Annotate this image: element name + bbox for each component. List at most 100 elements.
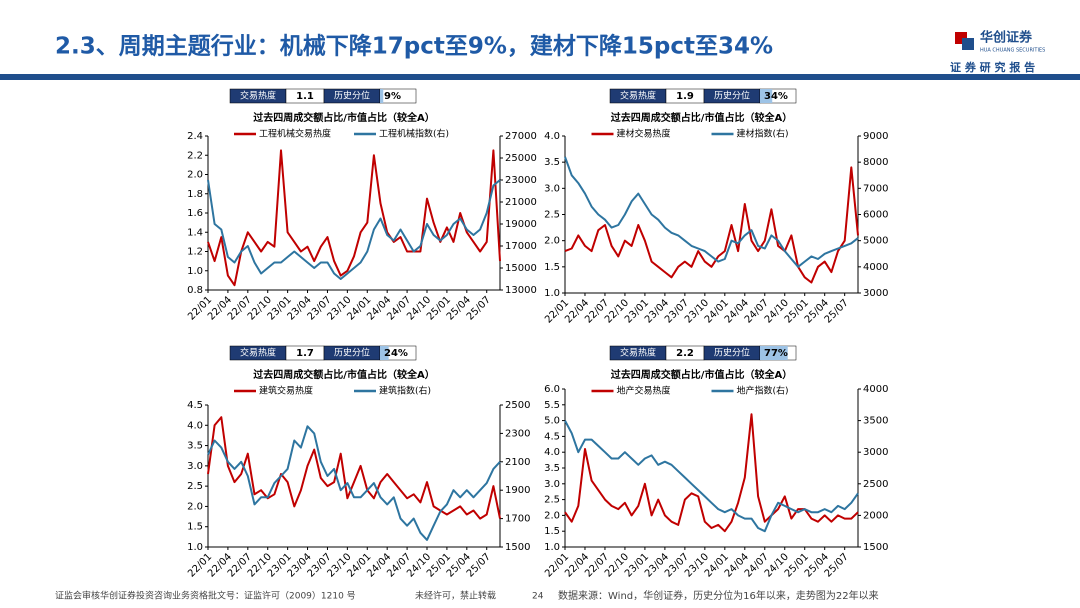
series-line <box>564 420 859 533</box>
badge-label: 历史分位 <box>334 347 370 359</box>
legend-label: 工程机械指数(右) <box>379 128 449 140</box>
legend-label: 建筑交易热度 <box>259 385 313 397</box>
y-tick-label: 3.0 <box>544 183 560 194</box>
y-tick-label: 5.0 <box>544 416 560 427</box>
y-tick-label: 1.0 <box>544 542 560 553</box>
y-tick-label: 1.8 <box>187 189 203 200</box>
y2-tick-label: 1900 <box>505 485 530 496</box>
y2-tick-label: 2100 <box>505 457 530 468</box>
y-tick-label: 1.4 <box>187 227 203 238</box>
y2-tick-label: 3500 <box>863 416 888 427</box>
y2-tick-label: 2000 <box>863 510 888 521</box>
y-tick-label: 2.0 <box>544 510 560 521</box>
legend-label: 地产交易热度 <box>617 385 671 397</box>
y-tick-label: 3.0 <box>544 479 560 490</box>
y2-tick-label: 3000 <box>863 447 888 458</box>
y2-tick-label: 27000 <box>505 131 537 142</box>
slide-title: 2.3、周期主题行业：机械下降17pct至9%，建材下降15pct至34% <box>55 33 773 60</box>
y2-tick-label: 1500 <box>863 542 888 553</box>
y-tick-label: 6.0 <box>544 384 560 395</box>
badge-value: 24% <box>384 348 408 359</box>
badge-value: 77% <box>764 348 788 359</box>
badge-label: 历史分位 <box>714 90 750 102</box>
y2-tick-label: 25000 <box>505 153 537 164</box>
badge-value: 1.7 <box>296 348 314 359</box>
y-tick-label: 1.5 <box>544 526 560 537</box>
percentile-bar <box>760 346 788 360</box>
page-number: 24 <box>532 592 544 602</box>
badge-label: 历史分位 <box>714 347 750 359</box>
y-tick-label: 2.5 <box>544 210 560 221</box>
footer-source: 数据来源：Wind，华创证券，历史分位为16年以来，走势图为22年以来 <box>558 589 879 602</box>
percentile-bar <box>380 89 384 103</box>
series-line <box>564 166 859 284</box>
series-line <box>564 156 859 268</box>
series-line <box>207 149 501 287</box>
y-tick-label: 1.2 <box>187 247 203 258</box>
badge-label: 交易热度 <box>240 347 276 359</box>
series-line <box>207 425 501 541</box>
percentile-bar <box>760 89 773 103</box>
y-tick-label: 5.5 <box>544 400 560 411</box>
y2-tick-label: 4000 <box>863 262 888 273</box>
y-tick-label: 3.0 <box>187 461 203 472</box>
chart-title: 过去四周成交额占比/市值占比（较全A） <box>253 111 434 124</box>
y-tick-label: 2.0 <box>187 170 203 181</box>
y-tick-label: 4.0 <box>187 420 203 431</box>
y-tick-label: 2.5 <box>187 481 203 492</box>
y-tick-label: 1.0 <box>544 288 560 299</box>
y2-tick-label: 4000 <box>863 384 888 395</box>
y2-tick-label: 13000 <box>505 285 537 296</box>
y-tick-label: 2.0 <box>544 236 560 247</box>
legend-label: 建材指数(右) <box>737 128 789 140</box>
logo-mark <box>962 38 974 50</box>
y2-tick-label: 17000 <box>505 241 537 252</box>
y-tick-label: 1.5 <box>544 262 560 273</box>
chart-title: 过去四周成交额占比/市值占比（较全A） <box>611 111 792 124</box>
y-tick-label: 3.5 <box>544 157 560 168</box>
series-line <box>207 179 501 280</box>
badge-value: 9% <box>384 91 401 102</box>
y-tick-label: 2.2 <box>187 150 203 161</box>
badge-value: 34% <box>764 91 788 102</box>
chart-title: 过去四周成交额占比/市值占比（较全A） <box>611 368 792 381</box>
percentile-bar <box>380 346 389 360</box>
series-line <box>207 416 501 520</box>
badge-label: 交易热度 <box>620 347 656 359</box>
y2-tick-label: 3000 <box>863 288 888 299</box>
y2-tick-label: 2300 <box>505 428 530 439</box>
y-tick-label: 3.5 <box>544 463 560 474</box>
y2-tick-label: 1500 <box>505 542 530 553</box>
y2-tick-label: 2500 <box>863 479 888 490</box>
y2-tick-label: 19000 <box>505 219 537 230</box>
legend-label: 建筑指数(右) <box>379 385 431 397</box>
footer-notice: 未经许可，禁止转载 <box>415 590 496 602</box>
y-tick-label: 4.0 <box>544 131 560 142</box>
badge-value: 2.2 <box>676 348 694 359</box>
legend-label: 工程机械交易热度 <box>259 128 331 140</box>
badge-value: 1.1 <box>296 91 314 102</box>
y2-tick-label: 15000 <box>505 263 537 274</box>
y-tick-label: 2.0 <box>187 501 203 512</box>
legend-label: 地产指数(右) <box>737 385 789 397</box>
y-tick-label: 1.0 <box>187 266 203 277</box>
y2-tick-label: 2500 <box>505 400 530 411</box>
y2-tick-label: 5000 <box>863 236 888 247</box>
chart-title: 过去四周成交额占比/市值占比（较全A） <box>253 368 434 381</box>
y2-tick-label: 7000 <box>863 183 888 194</box>
badge-label: 历史分位 <box>334 90 370 102</box>
badge-label: 交易热度 <box>240 90 276 102</box>
y-tick-label: 1.6 <box>187 208 203 219</box>
footer-license: 证监会审核华创证券投资咨询业务资格批文号：证监许可（2009）1210 号 <box>55 590 356 602</box>
y-tick-label: 2.4 <box>187 131 203 142</box>
y2-tick-label: 23000 <box>505 175 537 186</box>
y-tick-label: 1.0 <box>187 542 203 553</box>
y-tick-label: 4.5 <box>544 431 560 442</box>
y-tick-label: 4.0 <box>544 447 560 458</box>
y2-tick-label: 8000 <box>863 157 888 168</box>
y-tick-label: 2.5 <box>544 495 560 506</box>
tagline: 证 券 研 究 报 告 <box>950 60 1035 74</box>
series-line <box>564 413 859 533</box>
